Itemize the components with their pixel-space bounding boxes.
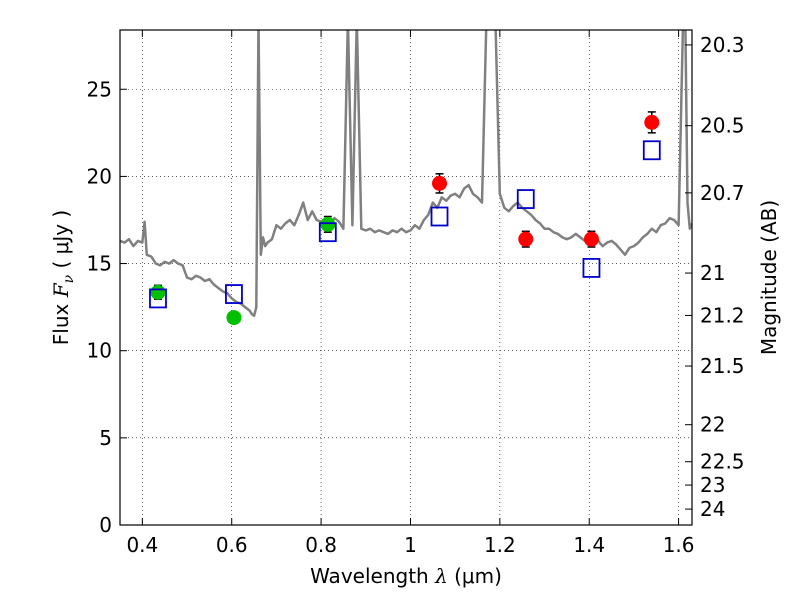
right-axis-label: Magnitude (AB)	[757, 200, 781, 355]
right-tick-label: 21	[700, 261, 725, 285]
right-tick-label: 21.5	[700, 354, 745, 378]
right-tick-label: 24	[700, 497, 725, 521]
model-point	[582, 258, 601, 278]
y-tick-label: 25	[87, 77, 112, 101]
data-point	[432, 175, 448, 191]
y-axis-label-subscript: ν	[61, 274, 77, 283]
data-point	[518, 231, 534, 247]
right-tick-label: 20.3	[700, 33, 745, 57]
y-tick-label: 0	[99, 513, 112, 537]
right-tick-label: 21.2	[700, 303, 745, 327]
data-point	[150, 284, 166, 300]
model-point	[430, 206, 449, 227]
model-point	[318, 222, 337, 243]
x-axis-label-prefix: Wavelength	[310, 564, 435, 588]
x-tick-label: 0.8	[305, 533, 337, 557]
x-tick-label: 1.6	[663, 533, 695, 557]
right-tick-label: 22.5	[700, 450, 745, 474]
x-axis-label: Wavelength λ (μm)	[310, 564, 502, 588]
plot-frame	[119, 29, 693, 526]
y-axis-label-suffix: ( μJy )	[49, 210, 73, 275]
x-tick-label: 1.4	[573, 533, 605, 557]
data-point	[644, 114, 660, 130]
model-point	[149, 288, 167, 309]
y-tick-label: 10	[87, 339, 112, 363]
y-tick-label: 20	[87, 164, 112, 188]
right-tick-label: 20.5	[700, 114, 745, 138]
model-point	[642, 140, 661, 161]
x-tick-label: 1.2	[484, 533, 516, 557]
plot-area	[120, 30, 692, 326]
data-point	[320, 216, 336, 232]
x-axis-label-symbol: λ	[434, 564, 448, 588]
model-spectrum-line	[120, 30, 692, 318]
x-tick-label: 0.4	[126, 533, 158, 557]
y-axis-label: Flux Fν ( μJy )	[49, 210, 77, 345]
y-axis-label-symbol: F	[49, 282, 73, 298]
x-tick-label: 1	[404, 533, 417, 557]
y-tick-label: 15	[87, 252, 112, 276]
data-point	[226, 310, 242, 326]
x-axis-label-suffix: (μm)	[448, 564, 502, 588]
right-tick-label: 20.7	[700, 181, 745, 205]
right-tick-label: 23	[700, 473, 725, 497]
grid	[120, 30, 692, 526]
axis-ticks: 0.4 0.6 0.8 1 1.2 1.4 1.6 0 5 10 15 20 25 20.3 20.5 20.…	[87, 30, 745, 557]
right-tick-label: 22	[700, 413, 725, 437]
y-tick-label: 5	[99, 426, 112, 450]
model-point	[516, 189, 535, 209]
data-point	[583, 231, 599, 247]
y-axis-label-prefix: Flux	[49, 297, 73, 345]
model-point	[225, 284, 243, 304]
x-tick-label: 0.6	[216, 533, 248, 557]
